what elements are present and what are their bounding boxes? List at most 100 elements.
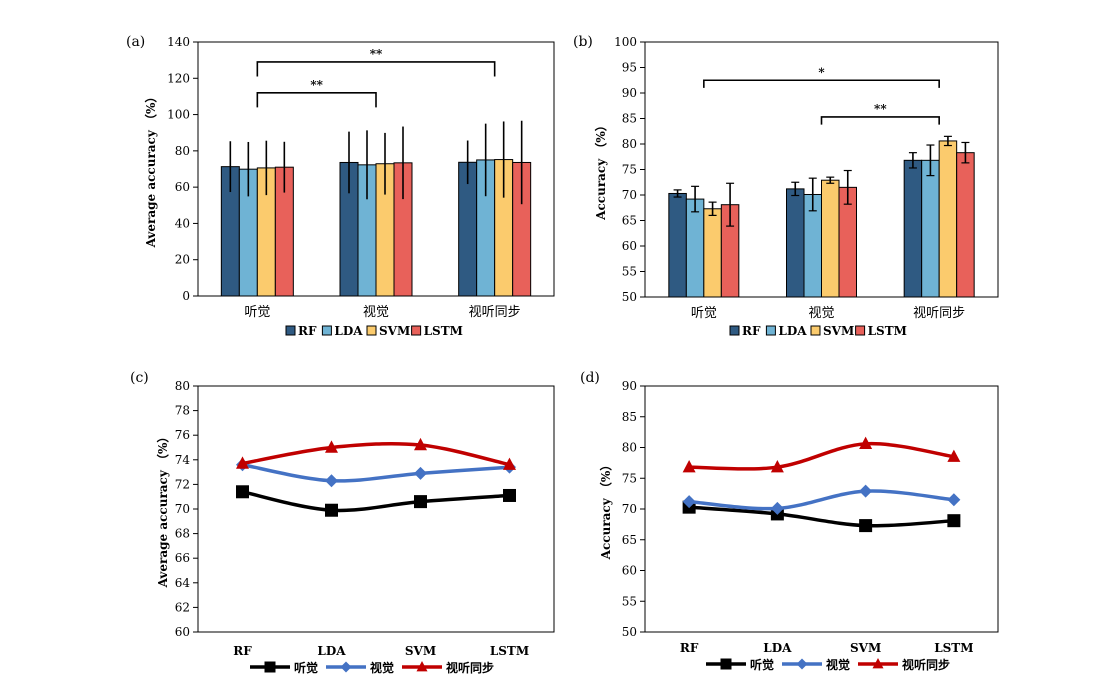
data-point [947,493,961,507]
y-tick-label: 62 [175,600,190,614]
legend-swatch [810,325,821,336]
y-tick-label: 20 [175,253,190,267]
series-line [242,490,510,513]
bar [921,159,940,298]
x-tick-label: LSTM [934,641,973,655]
x-tick-label: 听觉 [244,305,270,320]
data-point [325,474,338,488]
y-tick-label: 0 [182,289,190,303]
legend-label: 视听同步 [902,657,950,672]
panel-label: (c) [130,370,149,386]
data-point [414,495,427,509]
legend-label: SVM [823,324,854,338]
bar [703,208,722,298]
y-tick-label: 65 [622,533,637,547]
y-tick-label: 60 [175,180,190,194]
legend-label: 视觉 [826,657,850,672]
x-tick-label: 视觉 [363,305,389,320]
significance-bracket [256,92,377,108]
data-point [682,460,696,473]
legend-label: SVM [379,324,410,338]
significance-bracket [820,116,940,125]
y-tick-label: 70 [622,502,637,516]
bar [821,179,840,298]
y-tick-label: 90 [622,379,637,393]
legend-label: LDA [334,324,363,338]
y-tick-label: 68 [175,527,190,541]
legend-swatch [321,325,332,336]
significance-label: ** [310,78,323,92]
legend-marker [416,660,428,672]
legend-marker [340,661,352,673]
series-line [242,441,510,467]
x-tick-label: RF [680,641,699,655]
data-point [414,466,427,480]
data-point [325,503,338,517]
legend-marker [264,661,276,673]
bar [786,188,805,298]
x-tick-label: LDA [317,644,346,658]
data-point [414,437,427,451]
y-tick-label: 80 [175,379,190,393]
legend-label: 听觉 [294,660,318,675]
panel-label: (a) [126,34,145,50]
chart-panel-d: (d) 50 55 60 65 70 75 80 85 90 Accuracy （%） RF LDA SV… [580,370,999,672]
y-tick-label: 60 [175,625,190,639]
y-tick-label: 100 [167,108,190,122]
x-tick-label: 视听同步 [469,305,521,320]
legend-swatch [855,325,866,336]
series-line [688,505,954,528]
significance-bracket [256,61,496,77]
y-tick-label: 65 [622,214,637,228]
data-point [325,440,338,453]
panel-label: (d) [580,370,600,386]
y-tick-label: 120 [167,71,190,85]
y-tick-label: 78 [175,404,190,418]
y-axis-label: Accuracy （%） [598,459,613,561]
y-tick-label: 140 [167,35,190,49]
x-tick-label: LSTM [490,644,529,658]
data-point [859,484,873,498]
y-tick-label: 85 [622,112,637,126]
legend-label: 听觉 [750,657,774,672]
bar [668,192,687,298]
chart-panel-b: (b) 50 55 60 65 70 75 80 85 90 95 100 Accuracy （%） 听觉… [573,34,999,338]
legend-label: RF [742,324,761,338]
data-point [770,501,784,515]
legend-label: LDA [778,324,807,338]
y-tick-label: 50 [622,625,637,639]
y-tick-label: 80 [175,144,190,158]
legend-label: LSTM [424,324,463,338]
legend-label: RF [298,324,317,338]
significance-label: * [818,65,825,79]
data-point [236,485,249,499]
legend-label: 视觉 [370,660,394,675]
chart-panel-c: (c) 60 62 64 66 68 70 72 74 76 78 80 Average accurac… [130,370,555,675]
y-tick-label: 100 [614,35,637,49]
y-tick-label: 40 [175,216,190,230]
x-tick-label: RF [233,644,252,658]
x-tick-label: SVM [850,641,881,655]
y-axis-label: Average accuracy （%） [155,431,170,589]
y-tick-label: 64 [175,576,191,590]
data-point [859,436,873,450]
y-tick-label: 85 [622,410,637,424]
y-tick-label: 74 [175,453,191,467]
chart-panel-a: (a) 0 20 40 60 80 100 120 140 Average accuracy （%… [126,34,555,338]
legend-swatch [411,325,422,336]
bar [956,152,975,298]
legend-swatch [729,325,740,336]
data-point [947,449,961,462]
data-point [682,495,696,509]
series-line [688,489,955,511]
x-tick-label: LDA [763,641,792,655]
significance-bracket [703,79,940,88]
data-point [236,456,249,469]
y-tick-label: 76 [175,428,190,442]
y-tick-label: 72 [175,477,190,491]
legend-label: LSTM [868,324,907,338]
significance-label: ** [370,47,383,61]
data-point [503,457,516,470]
bar [903,159,923,298]
